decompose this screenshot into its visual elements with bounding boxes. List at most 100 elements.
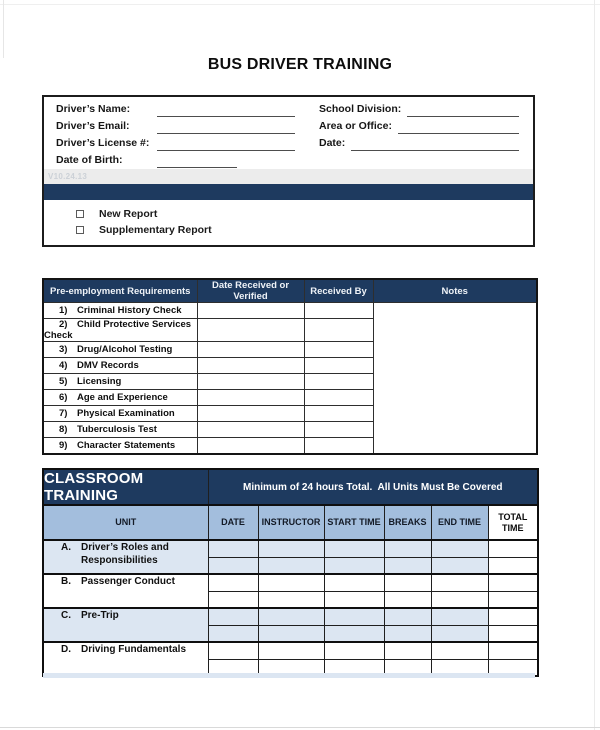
date-received-cell[interactable] bbox=[196, 421, 305, 438]
received-by-cell[interactable] bbox=[303, 389, 374, 406]
received-by-cell[interactable] bbox=[303, 302, 374, 319]
entry-cell[interactable] bbox=[487, 624, 539, 643]
entry-cell[interactable] bbox=[487, 590, 539, 609]
entry-cell[interactable] bbox=[383, 641, 432, 660]
col-header-requirements: Pre-employment Requirements bbox=[42, 278, 198, 303]
entry-cell[interactable] bbox=[383, 573, 432, 592]
entry-cell[interactable] bbox=[430, 573, 489, 592]
received-by-cell[interactable] bbox=[303, 405, 374, 422]
requirement-label: 9) Character Statements bbox=[42, 437, 198, 454]
new-report-row: New Report bbox=[76, 206, 533, 222]
entry-cell[interactable] bbox=[383, 607, 432, 626]
table-row: 1) Criminal History Check bbox=[42, 302, 538, 454]
entry-cell[interactable] bbox=[323, 590, 385, 609]
entry-cell[interactable] bbox=[207, 539, 259, 558]
entry-cell[interactable] bbox=[207, 658, 259, 677]
entry-cell[interactable] bbox=[383, 539, 432, 558]
entry-cell[interactable] bbox=[487, 607, 539, 626]
date-received-cell[interactable] bbox=[196, 302, 305, 319]
table-row: 5) Licensing bbox=[42, 373, 537, 390]
table-row: 2) Child Protective Services Check bbox=[42, 318, 537, 342]
entry-cell[interactable] bbox=[257, 641, 325, 660]
entry-cell[interactable] bbox=[257, 590, 325, 609]
checkbox-icon[interactable] bbox=[76, 210, 84, 218]
requirement-label: 5) Licensing bbox=[42, 373, 198, 390]
received-by-cell[interactable] bbox=[303, 318, 374, 342]
date-received-cell[interactable] bbox=[196, 405, 305, 422]
date-received-cell[interactable] bbox=[196, 341, 305, 358]
entry-cell[interactable] bbox=[257, 539, 325, 558]
entry-cell[interactable] bbox=[487, 539, 539, 558]
date-received-cell[interactable] bbox=[196, 437, 305, 454]
entry-cell[interactable] bbox=[430, 590, 489, 609]
received-by-cell[interactable] bbox=[303, 341, 374, 358]
entry-cell[interactable] bbox=[323, 573, 385, 592]
entry-cell[interactable] bbox=[430, 539, 489, 558]
received-by-cell[interactable] bbox=[303, 357, 374, 374]
entry-cell[interactable] bbox=[257, 658, 325, 677]
supplementary-report-label: Supplementary Report bbox=[99, 224, 212, 236]
received-by-cell[interactable] bbox=[303, 421, 374, 438]
entry-cell[interactable] bbox=[257, 556, 325, 575]
unit-row-d-sub bbox=[43, 658, 539, 677]
scan-artifact-line bbox=[0, 4, 600, 5]
entry-cell[interactable] bbox=[207, 573, 259, 592]
entry-cell[interactable] bbox=[383, 556, 432, 575]
school-division-line[interactable] bbox=[407, 105, 519, 117]
entry-cell[interactable] bbox=[383, 590, 432, 609]
entry-cell[interactable] bbox=[487, 641, 539, 660]
drivers-name-line[interactable] bbox=[157, 105, 295, 117]
entry-cell[interactable] bbox=[257, 624, 325, 643]
entry-cell[interactable] bbox=[323, 539, 385, 558]
area-or-office-line[interactable] bbox=[397, 122, 519, 134]
date-received-cell[interactable] bbox=[196, 373, 305, 390]
drivers-license-label: Driver’s License #: bbox=[56, 137, 150, 149]
entry-cell[interactable] bbox=[383, 624, 432, 643]
entry-cell[interactable] bbox=[323, 624, 385, 643]
entry-cell[interactable] bbox=[323, 641, 385, 660]
entry-cell[interactable] bbox=[430, 607, 489, 626]
entry-cell[interactable] bbox=[487, 658, 539, 677]
received-by-cell[interactable] bbox=[303, 437, 374, 454]
table-row: 7) Physical Examination bbox=[42, 405, 537, 422]
entry-cell[interactable] bbox=[487, 556, 539, 575]
date-received-cell[interactable] bbox=[196, 318, 305, 342]
entry-cell[interactable] bbox=[207, 556, 259, 575]
unit-row-b: B. Passenger Conduct bbox=[42, 573, 539, 609]
date-of-birth-label: Date of Birth: bbox=[56, 154, 123, 166]
table-row: 3) Drug/Alcohol Testing bbox=[42, 341, 537, 358]
entry-cell[interactable] bbox=[430, 624, 489, 643]
version-text: V10.24.13 bbox=[48, 172, 88, 181]
entry-cell[interactable] bbox=[257, 607, 325, 626]
drivers-name-label: Driver’s Name: bbox=[56, 103, 131, 115]
entry-cell[interactable] bbox=[207, 624, 259, 643]
date-label: Date: bbox=[319, 137, 346, 149]
drivers-email-line[interactable] bbox=[157, 122, 295, 134]
entry-cell[interactable] bbox=[257, 573, 325, 592]
area-or-office-label: Area or Office: bbox=[319, 120, 392, 132]
entry-cell[interactable] bbox=[323, 556, 385, 575]
entry-cell[interactable] bbox=[487, 573, 539, 592]
entry-cell[interactable] bbox=[430, 658, 489, 677]
notes-cell[interactable] bbox=[372, 302, 538, 454]
date-received-cell[interactable] bbox=[196, 357, 305, 374]
entry-cell[interactable] bbox=[207, 607, 259, 626]
date-line[interactable] bbox=[351, 139, 519, 151]
entry-cell[interactable] bbox=[323, 607, 385, 626]
received-by-cell[interactable] bbox=[303, 373, 374, 390]
entry-cell[interactable] bbox=[207, 590, 259, 609]
drivers-license-line[interactable] bbox=[157, 139, 295, 151]
entry-cell[interactable] bbox=[323, 658, 385, 677]
date-received-cell[interactable] bbox=[196, 389, 305, 406]
checkbox-icon[interactable] bbox=[76, 226, 84, 234]
date-of-birth-line[interactable] bbox=[157, 156, 237, 168]
scan-artifact-line bbox=[594, 0, 595, 730]
col-header-instructor: INSTRUCTOR bbox=[257, 504, 325, 541]
entry-cell[interactable] bbox=[430, 556, 489, 575]
entry-cell[interactable] bbox=[430, 641, 489, 660]
entry-cell[interactable] bbox=[207, 641, 259, 660]
unit-label: A. Driver’s Roles and Responsibilities bbox=[42, 539, 209, 575]
scan-artifact-line bbox=[0, 727, 600, 728]
unit-label: C. Pre-Trip bbox=[42, 607, 209, 643]
classroom-column-headers: UNIT DATE INSTRUCTOR START TIME BREAKS E… bbox=[42, 504, 539, 541]
